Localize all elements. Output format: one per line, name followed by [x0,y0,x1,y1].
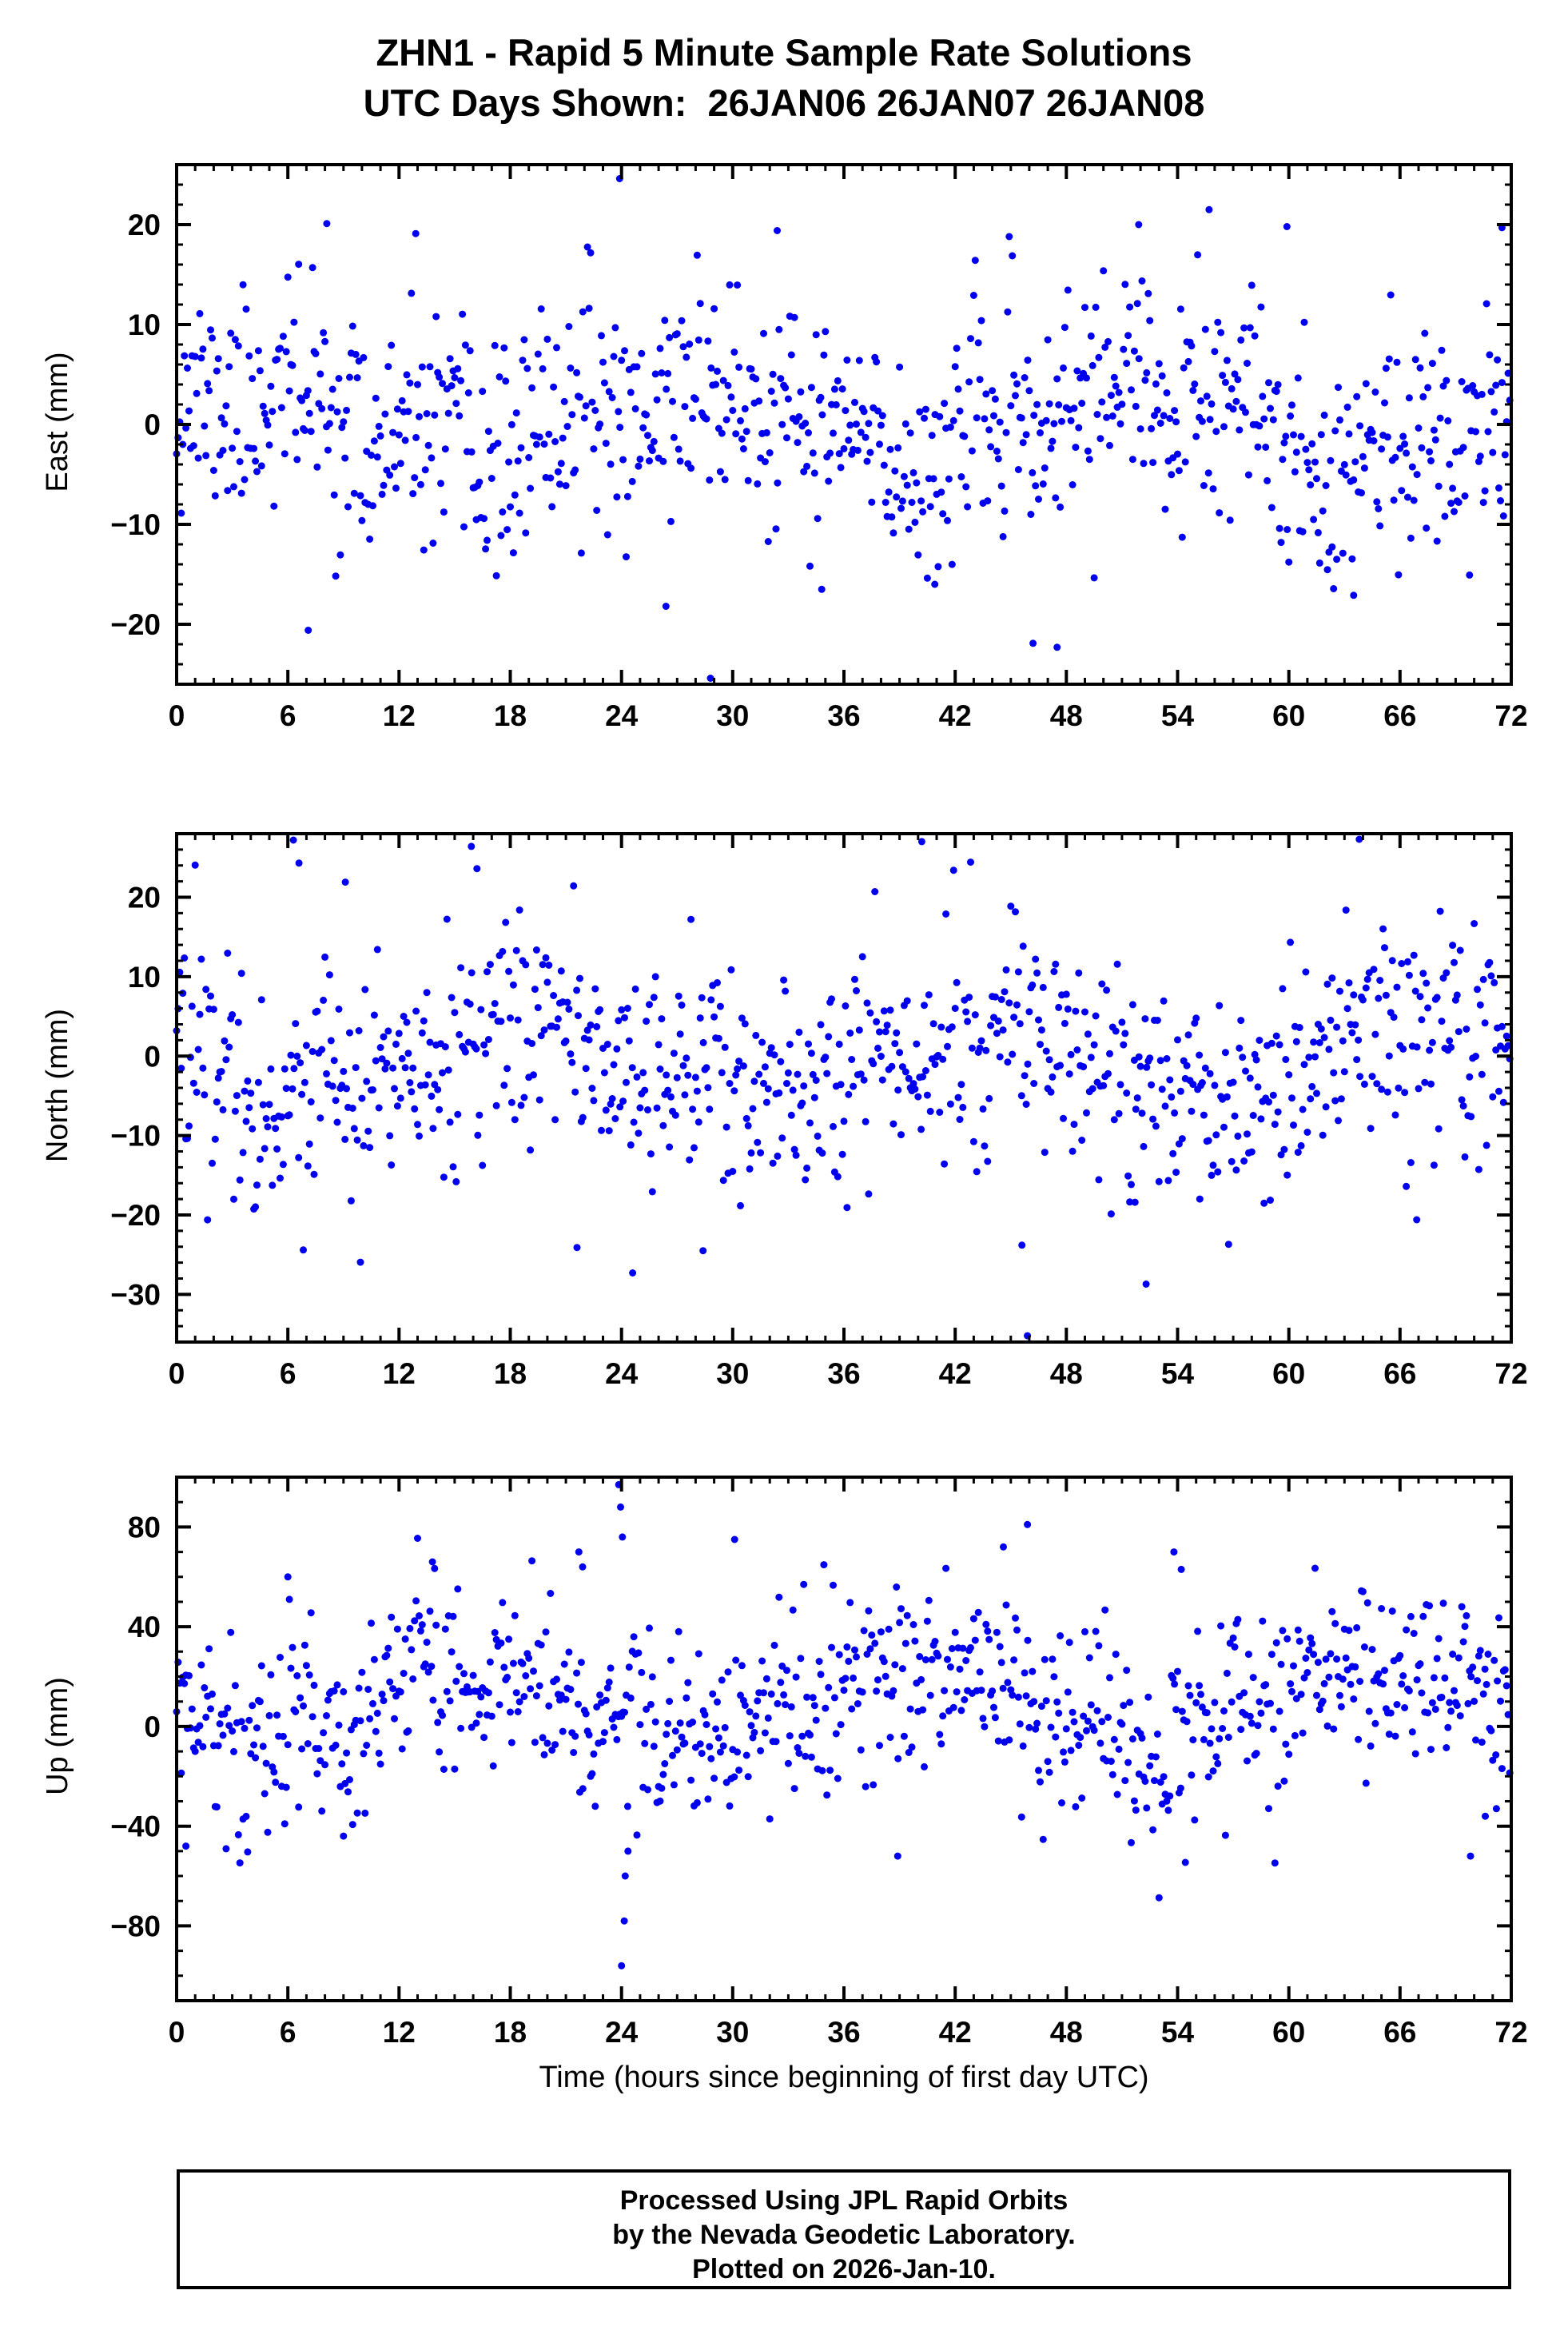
svg-text:24: 24 [605,2016,639,2049]
svg-text:0: 0 [169,2016,185,2049]
svg-text:36: 36 [827,2016,860,2049]
svg-text:40: 40 [128,1611,161,1643]
north-panel: 0 6 12 18 24 30 36 42 48 54 60 66 72 −30 −20 −10 0 10 20 [0,830,1568,1411]
north-plot-frame [175,832,1513,1344]
svg-text:72: 72 [1494,699,1527,732]
svg-text:0: 0 [169,699,185,732]
svg-text:30: 30 [716,699,749,732]
svg-text:66: 66 [1383,1357,1416,1390]
svg-text:80: 80 [128,1511,161,1543]
svg-text:60: 60 [1272,2016,1305,2049]
svg-text:42: 42 [939,2016,972,2049]
svg-text:10: 10 [128,961,161,994]
svg-text:54: 54 [1161,2016,1195,2049]
footer-line-1: Processed Using JPL Rapid Orbits [619,2185,1069,2216]
svg-text:−30: −30 [110,1278,161,1311]
svg-text:0: 0 [144,1711,161,1743]
footer-line-2: by the Nevada Geodetic Laboratory. [612,2220,1076,2250]
svg-text:66: 66 [1383,699,1416,732]
svg-text:−20: −20 [110,608,161,641]
east-tick-labels: 0 6 12 18 24 30 36 42 48 54 60 66 72 −20 −10 0 10 20 [110,209,1527,732]
svg-text:18: 18 [494,699,527,732]
svg-text:66: 66 [1383,2016,1416,2049]
up-points [173,1480,1514,1970]
up-plot-canvas: 0 6 12 18 24 30 36 42 48 54 60 66 72 −80 −40 0 40 80 [110,1476,1528,2049]
svg-text:72: 72 [1494,2016,1527,2049]
north-plot-canvas: 0 6 12 18 24 30 36 42 48 54 60 66 72 −30 −20 −10 0 10 20 [110,832,1528,1391]
svg-text:−10: −10 [110,1120,161,1153]
svg-text:42: 42 [939,699,972,732]
svg-text:36: 36 [827,1357,860,1390]
svg-text:60: 60 [1272,1357,1305,1390]
svg-text:24: 24 [605,1357,639,1390]
svg-text:−40: −40 [110,1810,161,1843]
up-major-ticks [175,1477,1513,2001]
svg-text:0: 0 [169,1357,185,1390]
svg-text:18: 18 [494,1357,527,1390]
chart-title-line2: UTC Days Shown: 26JAN06 26JAN07 26JAN08 [363,82,1205,124]
north-minor-ticks [177,834,1511,1342]
svg-text:−10: −10 [110,508,161,541]
svg-text:6: 6 [280,2016,296,2049]
svg-text:12: 12 [383,1357,416,1390]
x-axis-label: Time (hours since beginning of first day… [539,2061,1149,2094]
svg-text:72: 72 [1494,1357,1527,1390]
svg-text:54: 54 [1161,699,1195,732]
north-tick-labels: 0 6 12 18 24 30 36 42 48 54 60 66 72 −30 −20 −10 0 10 20 [110,882,1527,1391]
east-minor-ticks [177,165,1511,684]
up-panel: 0 6 12 18 24 30 36 42 48 54 60 66 72 −80 −40 0 40 80 [0,1474,1568,2069]
svg-text:−80: −80 [110,1910,161,1942]
svg-text:20: 20 [128,882,161,914]
svg-text:48: 48 [1050,1357,1083,1390]
footer-line-3: Plotted on 2026-Jan-10. [692,2254,996,2284]
svg-text:48: 48 [1050,699,1083,732]
svg-text:0: 0 [144,1040,161,1073]
svg-text:18: 18 [494,2016,527,2049]
svg-text:12: 12 [383,699,416,732]
svg-text:42: 42 [939,1357,972,1390]
svg-text:10: 10 [128,309,161,341]
east-points [173,175,1514,682]
footer-box: Processed Using JPL Rapid Orbits by the … [177,2169,1511,2289]
svg-text:30: 30 [716,1357,749,1390]
svg-text:6: 6 [280,699,296,732]
svg-text:54: 54 [1161,1357,1195,1390]
east-panel: 0 6 12 18 24 30 36 42 48 54 60 66 72 −20 −10 0 10 20 [0,161,1568,753]
svg-text:24: 24 [605,699,639,732]
up-plot-frame [175,1476,1513,2002]
up-minor-ticks [177,1477,1511,2001]
svg-text:36: 36 [827,699,860,732]
chart-title-line1: ZHN1 - Rapid 5 Minute Sample Rate Soluti… [376,31,1192,74]
east-plot-frame [175,163,1513,686]
svg-text:6: 6 [280,1357,296,1390]
svg-text:48: 48 [1050,2016,1083,2049]
svg-text:0: 0 [144,408,161,441]
svg-text:30: 30 [716,2016,749,2049]
up-tick-labels: 0 6 12 18 24 30 36 42 48 54 60 66 72 −80 −40 0 40 80 [110,1511,1527,2049]
east-plot-canvas: 0 6 12 18 24 30 36 42 48 54 60 66 72 −20 −10 0 10 20 [110,163,1528,732]
svg-text:20: 20 [128,209,161,241]
svg-text:60: 60 [1272,699,1305,732]
svg-text:−20: −20 [110,1199,161,1232]
north-points [173,835,1514,1340]
svg-text:12: 12 [383,2016,416,2049]
